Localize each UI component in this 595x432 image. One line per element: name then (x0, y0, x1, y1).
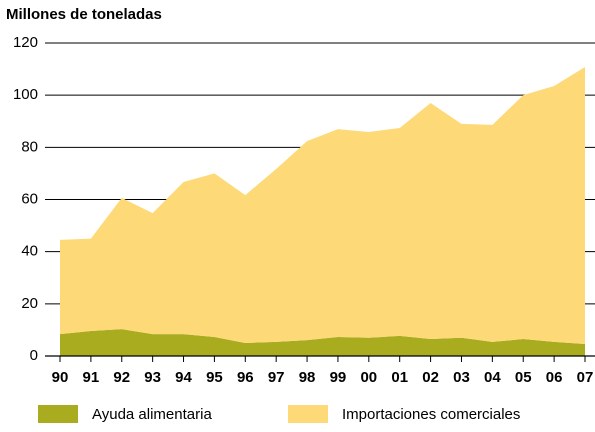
y-tick-label: 0 (30, 347, 38, 364)
x-tick-label: 97 (268, 369, 285, 386)
area (60, 329, 585, 356)
y-tick-label: 80 (21, 138, 38, 155)
x-tick-label: 07 (577, 369, 594, 386)
chart-title: Millones de toneladas (6, 6, 162, 23)
x-tick-label: 04 (484, 369, 501, 386)
x-tick-label: 99 (330, 369, 347, 386)
y-tick-label: 60 (21, 190, 38, 207)
legend-swatch (38, 405, 78, 423)
x-tick-label: 95 (206, 369, 223, 386)
x-tick-label: 06 (546, 369, 563, 386)
x-tick-label: 93 (144, 369, 161, 386)
area (60, 66, 585, 345)
x-tick-label: 96 (237, 369, 254, 386)
legend-label: Ayuda alimentaria (92, 406, 212, 423)
y-tick-label: 40 (21, 243, 38, 260)
x-tick-label: 91 (83, 369, 100, 386)
y-tick-label: 100 (13, 86, 38, 103)
y-tick-label: 120 (13, 34, 38, 51)
x-tick-label: 94 (175, 369, 192, 386)
x-tick-label: 01 (391, 369, 408, 386)
legend-label: Importaciones comerciales (342, 406, 520, 423)
x-tick-label: 05 (515, 369, 532, 386)
x-tick-label: 92 (113, 369, 130, 386)
x-tick-label: 03 (453, 369, 470, 386)
x-tick-label: 98 (299, 369, 316, 386)
y-tick-label: 20 (21, 295, 38, 312)
legend-swatch (288, 405, 328, 423)
x-tick-label: 00 (360, 369, 377, 386)
x-tick-label: 90 (52, 369, 69, 386)
x-tick-label: 02 (422, 369, 439, 386)
